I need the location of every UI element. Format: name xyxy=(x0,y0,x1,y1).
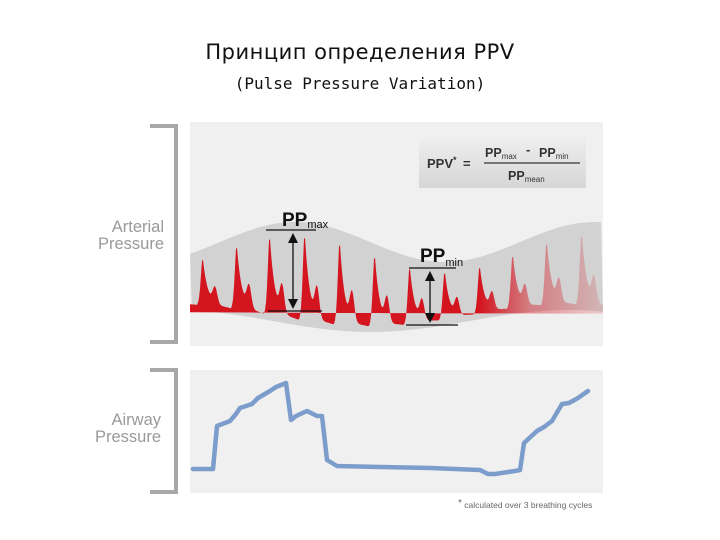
airway-pressure-label: Airway Pressure xyxy=(70,412,161,446)
pp-min-main: PP xyxy=(420,246,446,267)
formula-lhs: PPV xyxy=(427,156,453,171)
formula-den-sub: mean xyxy=(525,175,545,184)
arterial-waveform xyxy=(190,236,603,326)
svg-text:PPmin: PPmin xyxy=(539,146,569,161)
formula-lhs-mark: * xyxy=(453,155,457,165)
arterial-bracket xyxy=(150,124,178,344)
formula-equals: = xyxy=(463,156,471,171)
pp-min-label: PPmin xyxy=(420,246,463,269)
airway-bracket xyxy=(150,368,178,494)
formula-num-a: PP xyxy=(485,146,502,160)
airway-panel xyxy=(190,370,603,493)
formula-den: PP xyxy=(508,169,525,183)
page-title: Принцип определения PPV xyxy=(205,40,515,64)
pp-max-sub: max xyxy=(307,219,328,231)
formula-num-a-sub: max xyxy=(502,152,517,161)
svg-text:PPmean: PPmean xyxy=(508,169,545,184)
formula-num-b: PP xyxy=(539,146,556,160)
arterial-label-line1: Arterial xyxy=(111,218,164,236)
pp-max-arrow xyxy=(266,229,322,312)
airway-label-line1: Airway xyxy=(111,411,161,429)
arterial-label-line2: Pressure xyxy=(97,235,164,253)
svg-text:PPmax: PPmax xyxy=(485,146,517,161)
arterial-pressure-label: Arterial Pressure xyxy=(70,219,164,253)
airway-waveform xyxy=(190,380,591,477)
pp-min-sub: min xyxy=(445,257,463,269)
pp-min-arrow xyxy=(406,267,458,326)
formula-minus: - xyxy=(526,142,530,157)
footnote: * calculated over 3 breathing cycles xyxy=(458,498,592,510)
svg-text:PPV*: PPV* xyxy=(427,155,457,171)
formula-num-b-sub: min xyxy=(556,152,569,161)
footnote-text: calculated over 3 breathing cycles xyxy=(464,500,593,510)
footnote-mark: * xyxy=(458,498,462,509)
pp-max-main: PP xyxy=(282,210,308,231)
ppv-formula: PPV* = PPmax - PPmin PPmean xyxy=(419,138,586,188)
page-subtitle: (Pulse Pressure Variation) xyxy=(234,74,486,93)
airway-label-line2: Pressure xyxy=(94,428,161,446)
pp-max-label: PPmax xyxy=(282,210,329,231)
